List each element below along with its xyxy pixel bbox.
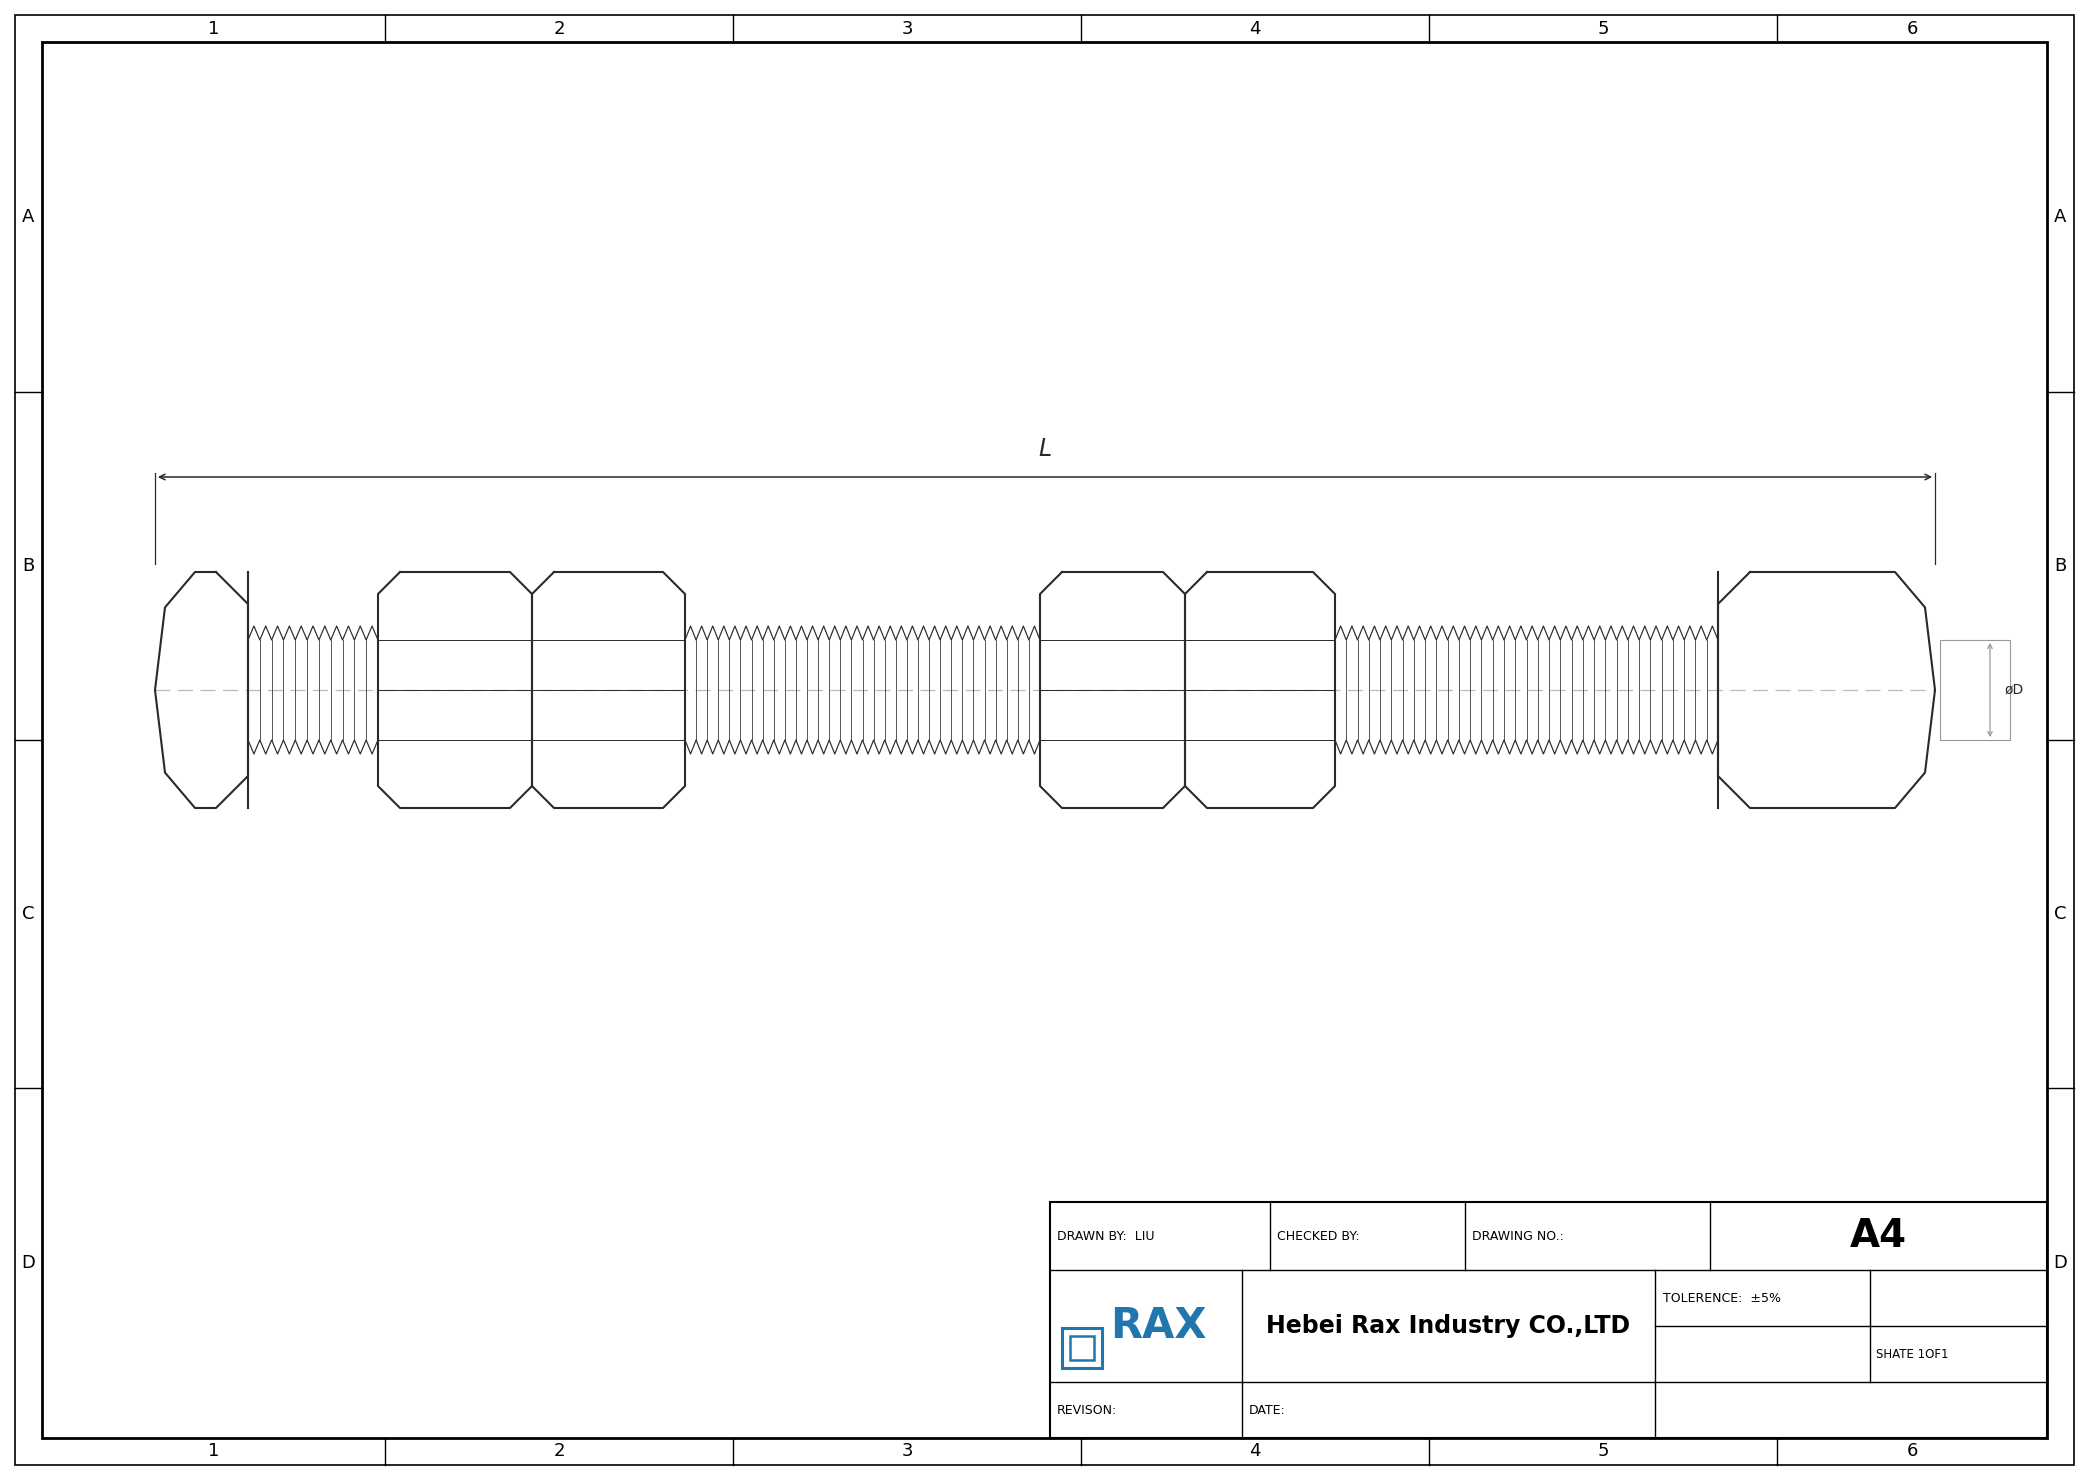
Text: B: B	[2053, 556, 2066, 576]
Text: 3: 3	[900, 19, 913, 37]
Text: 2: 2	[554, 19, 564, 37]
Text: RAX: RAX	[1109, 1305, 1207, 1347]
Bar	[1061, 1328, 1103, 1368]
Text: D: D	[2053, 1254, 2068, 1271]
Text: CHECKED BY:: CHECKED BY:	[1276, 1230, 1360, 1243]
Bar	[1941, 639, 2010, 740]
Text: Hebei Rax Industry CO.,LTD: Hebei Rax Industry CO.,LTD	[1266, 1314, 1632, 1338]
Text: 4: 4	[1249, 19, 1262, 37]
Text: C: C	[23, 904, 36, 924]
Text: 3: 3	[900, 1443, 913, 1461]
Bar	[1070, 1336, 1095, 1360]
Text: A: A	[2053, 209, 2066, 226]
Text: 4: 4	[1249, 1443, 1262, 1461]
Text: DRAWN BY:  LIU: DRAWN BY: LIU	[1057, 1230, 1155, 1243]
Text: A4: A4	[1851, 1217, 1907, 1255]
Text: REVISON:: REVISON:	[1057, 1403, 1118, 1416]
Text: L: L	[1038, 437, 1051, 460]
Text: TOLERENCE:  ±5%: TOLERENCE: ±5%	[1663, 1292, 1782, 1304]
Text: 1: 1	[207, 1443, 219, 1461]
Text: B: B	[23, 556, 36, 576]
Text: 2: 2	[554, 1443, 564, 1461]
Text: 6: 6	[1907, 19, 1918, 37]
Text: 1: 1	[207, 19, 219, 37]
Text: A: A	[23, 209, 36, 226]
Text: 5: 5	[1598, 1443, 1609, 1461]
Bar	[1051, 1202, 2047, 1439]
Text: 6: 6	[1907, 1443, 1918, 1461]
Text: DATE:: DATE:	[1249, 1403, 1285, 1416]
Text: D: D	[21, 1254, 36, 1271]
Text: C: C	[2053, 904, 2066, 924]
Text: øD: øD	[2005, 682, 2024, 697]
Text: DRAWING NO.:: DRAWING NO.:	[1473, 1230, 1565, 1243]
Text: SHATE 1OF1: SHATE 1OF1	[1876, 1347, 1949, 1360]
Text: 5: 5	[1598, 19, 1609, 37]
